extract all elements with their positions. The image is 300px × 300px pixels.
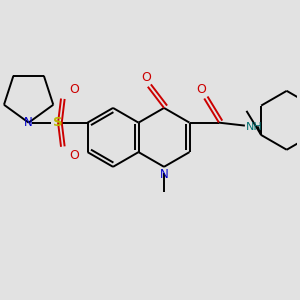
Text: O: O	[69, 83, 79, 96]
Text: O: O	[141, 71, 151, 84]
Text: N: N	[160, 168, 168, 181]
Text: N: N	[24, 116, 33, 129]
Text: S: S	[53, 116, 63, 129]
Text: NH: NH	[246, 122, 263, 132]
Text: O: O	[69, 149, 79, 162]
Text: O: O	[196, 83, 206, 96]
